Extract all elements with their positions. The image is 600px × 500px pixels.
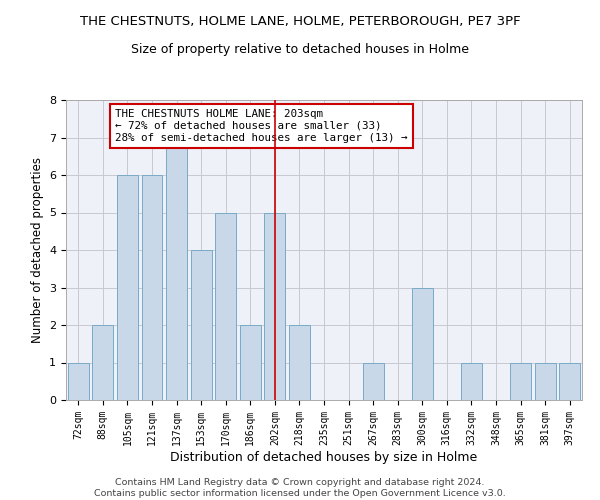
Bar	[289, 325, 310, 400]
Bar	[166, 138, 187, 400]
Bar	[510, 362, 531, 400]
Bar	[117, 175, 138, 400]
Bar	[559, 362, 580, 400]
Bar	[68, 362, 89, 400]
X-axis label: Distribution of detached houses by size in Holme: Distribution of detached houses by size …	[170, 450, 478, 464]
Text: Size of property relative to detached houses in Holme: Size of property relative to detached ho…	[131, 42, 469, 56]
Bar	[191, 250, 212, 400]
Text: THE CHESTNUTS HOLME LANE: 203sqm
← 72% of detached houses are smaller (33)
28% o: THE CHESTNUTS HOLME LANE: 203sqm ← 72% o…	[115, 110, 407, 142]
Text: Contains HM Land Registry data © Crown copyright and database right 2024.
Contai: Contains HM Land Registry data © Crown c…	[94, 478, 506, 498]
Bar	[92, 325, 113, 400]
Bar	[142, 175, 163, 400]
Bar	[215, 212, 236, 400]
Bar	[535, 362, 556, 400]
Bar	[265, 212, 286, 400]
Bar	[362, 362, 383, 400]
Y-axis label: Number of detached properties: Number of detached properties	[31, 157, 44, 343]
Text: THE CHESTNUTS, HOLME LANE, HOLME, PETERBOROUGH, PE7 3PF: THE CHESTNUTS, HOLME LANE, HOLME, PETERB…	[80, 15, 520, 28]
Bar	[461, 362, 482, 400]
Bar	[240, 325, 261, 400]
Bar	[412, 288, 433, 400]
